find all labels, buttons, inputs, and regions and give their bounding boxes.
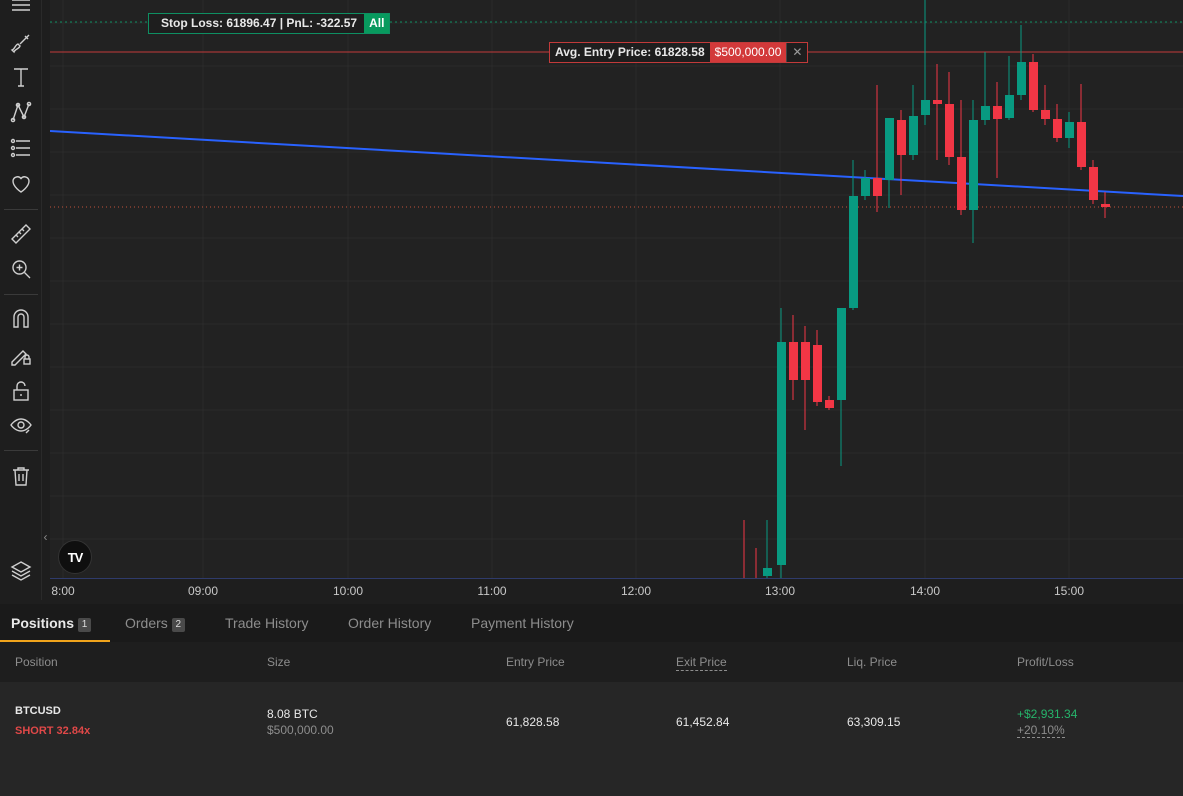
time-tick: 13:00: [764, 584, 796, 598]
time-tick: 8:00: [51, 584, 75, 598]
position-liq-price: 63,309.15: [847, 715, 901, 729]
up-candle: [981, 106, 990, 120]
time-tick: 09:00: [187, 584, 219, 598]
col-position: Position: [15, 655, 58, 669]
col-exit-price[interactable]: Exit Price: [676, 655, 727, 671]
up-candle: [763, 568, 772, 576]
eye-icon[interactable]: [5, 411, 36, 439]
trendline: [50, 130, 1183, 197]
down-candle: [1101, 204, 1110, 207]
position-exit-price: 61,452.84: [676, 715, 730, 729]
tab-payment-history[interactable]: Payment History: [471, 615, 574, 631]
up-candle: [921, 100, 930, 115]
lock-drawing-icon[interactable]: [5, 341, 36, 369]
table-row[interactable]: BTCUSD SHORT 32.84x 8.08 BTC $500,000.00…: [0, 682, 1183, 796]
down-candle: [873, 178, 882, 196]
position-pnl-percent[interactable]: +20.10%: [1017, 723, 1065, 738]
position-side: SHORT 32.84x: [15, 725, 91, 737]
tab-trade-history[interactable]: Trade History: [225, 615, 309, 631]
position-size-usd: $500,000.00: [267, 723, 334, 737]
down-candle: [993, 106, 1002, 119]
down-candle: [801, 342, 810, 380]
up-candle: [849, 196, 858, 308]
price-chart[interactable]: [50, 0, 1183, 578]
tab-label: Positions: [11, 615, 75, 631]
down-candle: [1077, 122, 1086, 167]
stop-loss-label[interactable]: Stop Loss: 61896.47 | PnL: -322.57 All: [148, 13, 391, 34]
avg-entry-text: Avg. Entry Price: 61828.58: [555, 45, 705, 59]
trash-icon[interactable]: [5, 462, 36, 490]
down-candle: [957, 157, 966, 210]
col-liq-price: Liq. Price: [847, 655, 898, 669]
orders-count-badge: 2: [171, 618, 185, 632]
collapse-toolbar-button[interactable]: ‹: [43, 530, 48, 544]
up-candle: [1017, 62, 1026, 95]
up-candle: [969, 120, 978, 210]
col-size: Size: [267, 655, 291, 669]
tab-positions[interactable]: Positions 1: [11, 604, 92, 642]
time-tick: 10:00: [332, 584, 364, 598]
zoom-in-icon[interactable]: [5, 255, 36, 283]
time-tick: 12:00: [620, 584, 652, 598]
close-position-icon[interactable]: ✕: [786, 43, 807, 62]
tab-orders[interactable]: Orders 2: [125, 604, 185, 642]
up-candle: [885, 118, 894, 180]
down-candle: [1029, 62, 1038, 110]
layers-icon[interactable]: [5, 557, 36, 585]
up-candle: [1065, 122, 1074, 138]
up-candle: [909, 116, 918, 155]
avg-entry-amount: $500,000.00: [709, 43, 787, 62]
ruler-icon[interactable]: [5, 220, 36, 248]
down-candle: [825, 400, 834, 408]
down-candle: [945, 104, 954, 157]
down-candle: [1053, 119, 1062, 138]
panel-tabs: Positions 1 Orders 2 Trade History Order H…: [0, 604, 1183, 642]
table-header: Position Size Entry Price Exit Price Liq…: [0, 642, 1183, 682]
positions-panel: Positions 1 Orders 2 Trade History Order H…: [0, 604, 1183, 796]
magnet-icon[interactable]: [5, 305, 36, 333]
down-candle: [897, 120, 906, 155]
stop-loss-all-button[interactable]: All: [364, 14, 390, 33]
time-tick: 15:00: [1053, 584, 1085, 598]
time-axis[interactable]: 8:00 09:00 10:00 11:00 12:00 13:00 14:00…: [50, 578, 1183, 605]
positions-count-badge: 1: [78, 618, 92, 632]
drawing-toolbar: [0, 0, 42, 600]
time-tick: 14:00: [909, 584, 941, 598]
avg-entry-label[interactable]: Avg. Entry Price: 61828.58 $500,000.00 ✕: [549, 42, 809, 63]
position-symbol: BTCUSD: [15, 705, 61, 717]
down-candle: [1089, 167, 1098, 200]
col-profit-loss: Profit/Loss: [1017, 655, 1074, 669]
tab-order-history[interactable]: Order History: [348, 615, 432, 631]
brush-icon[interactable]: [5, 28, 36, 56]
position-entry-price: 61,828.58: [506, 715, 560, 729]
unlock-icon[interactable]: [5, 377, 36, 405]
tradingview-logo[interactable]: TV: [58, 540, 92, 574]
pattern-icon[interactable]: [5, 98, 36, 126]
up-candle: [777, 342, 786, 565]
menu-lines-icon[interactable]: [5, 0, 36, 20]
time-tick: 11:00: [477, 584, 507, 598]
active-tab-indicator: [0, 640, 110, 642]
up-candle: [837, 308, 846, 400]
col-entry-price: Entry Price: [506, 655, 565, 669]
position-size: 8.08 BTC: [267, 707, 318, 721]
position-pnl: +$2,931.34: [1017, 707, 1078, 721]
up-candle: [861, 178, 870, 196]
text-icon[interactable]: [5, 63, 36, 91]
candlestick-chart: [50, 0, 1183, 578]
down-candle: [789, 342, 798, 380]
down-candle: [813, 345, 822, 402]
heart-icon[interactable]: [5, 170, 36, 198]
down-candle: [933, 100, 942, 104]
up-candle: [1005, 95, 1014, 118]
tab-label: Orders: [125, 615, 168, 631]
down-candle: [1041, 110, 1050, 119]
fib-icon[interactable]: [5, 134, 36, 162]
stop-loss-text: Stop Loss: 61896.47 | PnL: -322.57: [161, 16, 358, 30]
